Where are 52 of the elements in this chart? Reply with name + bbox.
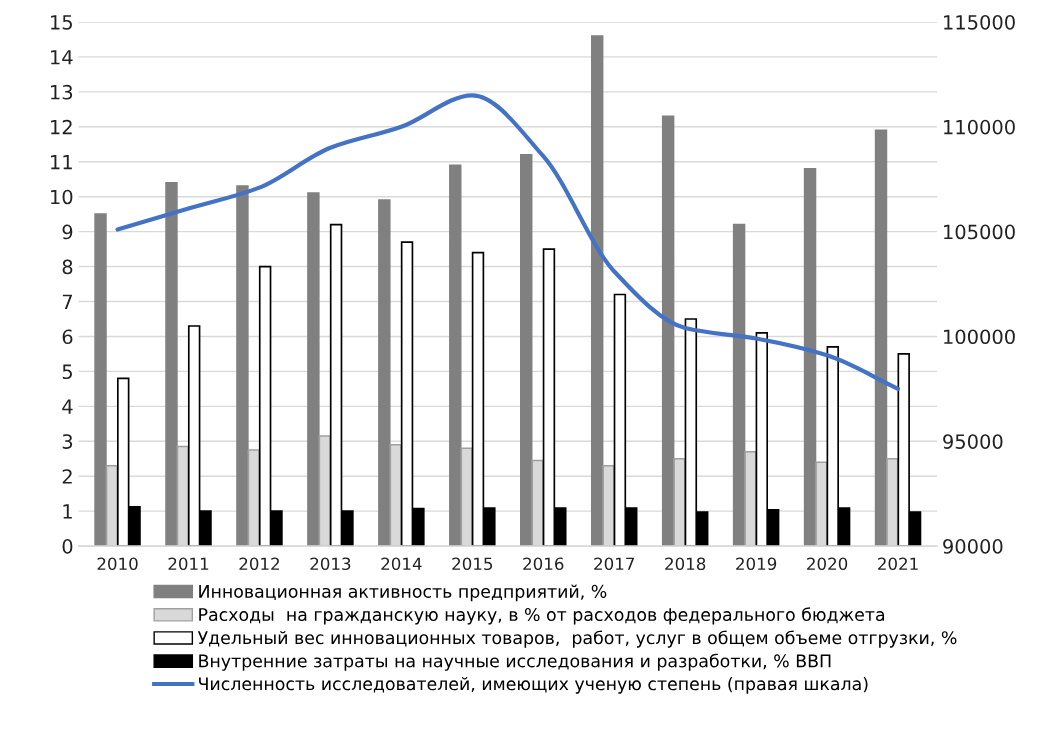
- x-tick-label: 2018: [665, 557, 706, 571]
- y-tick-label: 2: [62, 469, 72, 484]
- bar: [449, 164, 462, 547]
- x-tick-label: 2010: [97, 557, 138, 571]
- y2-tick-label: 100000: [944, 329, 1015, 345]
- bar: [874, 129, 888, 547]
- bar: [236, 185, 249, 547]
- y-tick-label: 5: [62, 364, 72, 380]
- y2-tick-label: 115000: [944, 14, 1015, 30]
- x-tick-label: 2021: [878, 557, 918, 571]
- legend-label: Расходы на гражданскую науку, в % от расходов федерального бюджета: [199, 607, 885, 625]
- y-tick-label: 6: [62, 329, 73, 345]
- bar: [661, 115, 675, 547]
- x-tick-label: 2017: [594, 557, 635, 571]
- y-tick-label: 0: [62, 539, 73, 554]
- y-tick-label: 3: [62, 434, 73, 449]
- y-tick-label: 7: [62, 294, 72, 309]
- bar: [307, 192, 320, 547]
- legend-label: Численность исследователей, имеющих ученую степень (правая шкала): [199, 676, 868, 694]
- x-tick-label: 2012: [239, 557, 279, 571]
- y2-tick-label: 90000: [943, 539, 1003, 554]
- y-tick-label: 9: [62, 224, 73, 240]
- y-tick-label: 4: [62, 399, 73, 414]
- y-tick-label: 12: [51, 119, 72, 135]
- x-tick-label: 2020: [807, 557, 848, 571]
- bar: [803, 167, 817, 547]
- line-series: [115, 93, 901, 391]
- y2-tick-label: 110000: [944, 119, 1015, 135]
- x-tick-label: 2014: [381, 557, 422, 571]
- y-tick-label: 15: [51, 15, 72, 30]
- y-tick-label: 11: [51, 154, 72, 170]
- y-tick-label: 14: [51, 50, 73, 65]
- bar: [732, 223, 746, 547]
- bar: [94, 213, 107, 547]
- y2-tick-label: 95000: [943, 434, 1003, 449]
- bar: [590, 35, 604, 547]
- y2-tick-label: 105000: [944, 224, 1015, 240]
- legend-label: Внутренние затраты на научные исследования и разработки, % ВВП: [199, 653, 831, 671]
- legend-label: Инновационная активность предприятий, %: [199, 584, 607, 602]
- y-tick-label: 10: [51, 189, 73, 205]
- legend-label: Удельный вес инновационных товаров, работ, услуг в общем объеме отгрузки, %: [197, 630, 957, 648]
- bar: [520, 153, 533, 547]
- x-tick-label: 2016: [523, 557, 564, 571]
- x-tick-label: 2013: [310, 557, 351, 571]
- bar: [378, 199, 391, 547]
- y-tick-label: 8: [62, 259, 73, 275]
- x-tick-label: 2019: [736, 557, 777, 571]
- x-tick-label: 2015: [452, 557, 493, 571]
- y-tick-label: 13: [51, 84, 73, 100]
- bar: [165, 181, 178, 547]
- y-tick-label: 1: [63, 504, 72, 519]
- x-tick-label: 2011: [168, 557, 209, 571]
